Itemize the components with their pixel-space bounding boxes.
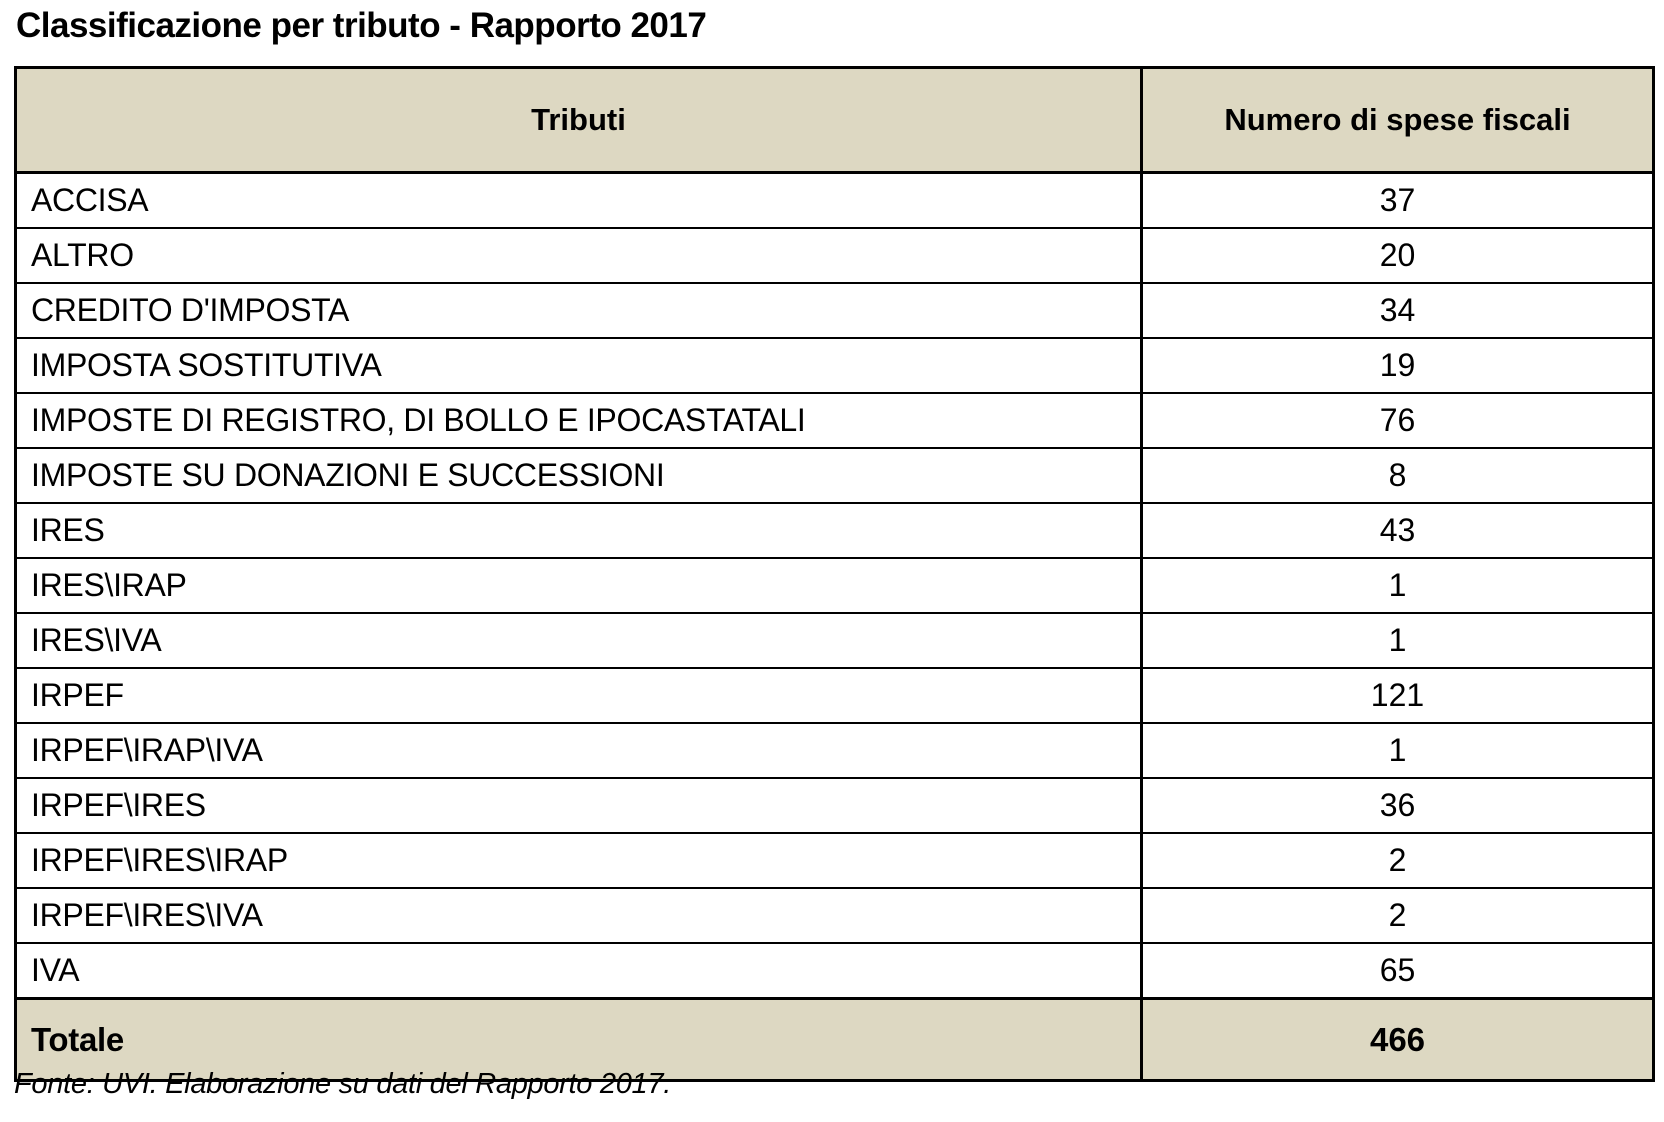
numero-cell: 43 [1140,502,1655,559]
table-row: IRPEF\IRAP\IVA 1 [14,722,1655,779]
table-row: IRPEF\IRES\IRAP 2 [14,832,1655,889]
numero-cell: 1 [1140,612,1655,669]
table-row: IMPOSTE SU DONAZIONI E SUCCESSIONI 8 [14,447,1655,504]
tributo-cell: IMPOSTA SOSTITUTIVA [14,337,1143,394]
numero-cell: 34 [1140,282,1655,339]
tributo-cell: IMPOSTE DI REGISTRO, DI BOLLO E IPOCASTA… [14,392,1143,449]
total-label: Totale [14,997,1143,1082]
tributo-cell: IRES\IVA [14,612,1143,669]
table-row: IRES\IRAP 1 [14,557,1655,614]
table-row: IRES\IVA 1 [14,612,1655,669]
table-header: Tributi Numero di spese fiscali [14,66,1655,174]
column-header-tributi: Tributi [14,66,1143,174]
table-total-section: Totale 466 [14,997,1655,1082]
numero-cell: 19 [1140,337,1655,394]
table-row: ACCISA 37 [14,171,1655,229]
table-row: ALTRO 20 [14,227,1655,284]
tributo-cell: IVA [14,942,1143,1000]
table-row: IMPOSTE DI REGISTRO, DI BOLLO E IPOCASTA… [14,392,1655,449]
table-row: IRPEF 121 [14,667,1655,724]
table-body: ACCISA 37 ALTRO 20 CREDITO D'IMPOSTA 34 … [14,171,1655,1000]
total-value: 466 [1140,997,1655,1082]
tributo-cell: IRPEF [14,667,1143,724]
table-row: IVA 65 [14,942,1655,1000]
numero-cell: 1 [1140,722,1655,779]
numero-cell: 65 [1140,942,1655,1000]
column-header-numero-spese-fiscali: Numero di spese fiscali [1140,66,1655,174]
table-row: CREDITO D'IMPOSTA 34 [14,282,1655,339]
table-row: IRPEF\IRES 36 [14,777,1655,834]
tributo-cell: IMPOSTE SU DONAZIONI E SUCCESSIONI [14,447,1143,504]
tributo-cell: IRPEF\IRES\IVA [14,887,1143,944]
table-row: IRPEF\IRES\IVA 2 [14,887,1655,944]
tributo-cell: ALTRO [14,227,1143,284]
numero-cell: 2 [1140,832,1655,889]
page-title: Classificazione per tributo - Rapporto 2… [16,6,707,45]
numero-cell: 2 [1140,887,1655,944]
numero-cell: 121 [1140,667,1655,724]
tributo-cell: IRPEF\IRAP\IVA [14,722,1143,779]
tributo-cell: CREDITO D'IMPOSTA [14,282,1143,339]
numero-cell: 76 [1140,392,1655,449]
tributo-cell: IRES [14,502,1143,559]
numero-cell: 1 [1140,557,1655,614]
total-row: Totale 466 [14,997,1655,1082]
numero-cell: 36 [1140,777,1655,834]
tributo-cell: IRES\IRAP [14,557,1143,614]
table-row: IRES 43 [14,502,1655,559]
tributo-cell: ACCISA [14,171,1143,229]
tributo-cell: IRPEF\IRES\IRAP [14,832,1143,889]
numero-cell: 8 [1140,447,1655,504]
tributo-cell: IRPEF\IRES [14,777,1143,834]
numero-cell: 37 [1140,171,1655,229]
tributi-table: Tributi Numero di spese fiscali ACCISA 3… [14,66,1655,1082]
source-note: Fonte: UVI. Elaborazione su dati del Rap… [14,1068,671,1100]
table-row: IMPOSTA SOSTITUTIVA 19 [14,337,1655,394]
header-row: Tributi Numero di spese fiscali [14,66,1655,174]
numero-cell: 20 [1140,227,1655,284]
